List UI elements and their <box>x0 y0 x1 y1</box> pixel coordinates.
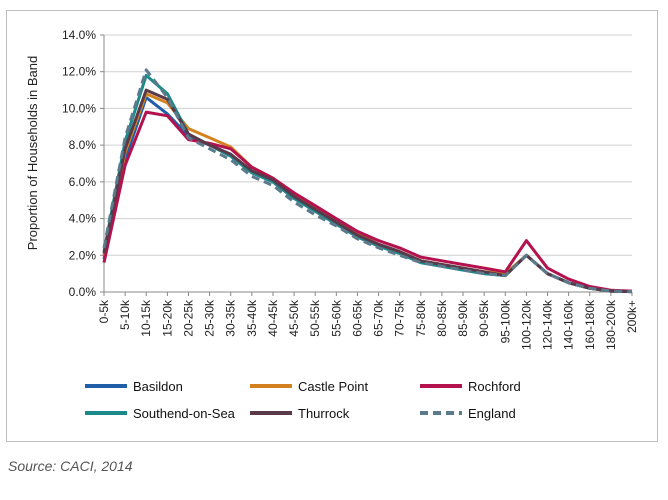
x-tick-label: 20-25k <box>181 299 195 337</box>
y-axis-title: Proportion of Households in Band <box>25 56 40 250</box>
legend-label-thurrock: Thurrock <box>298 406 350 421</box>
gridlines <box>104 34 632 293</box>
x-tick-label: 160-180k <box>583 299 597 350</box>
y-tick-label: 2.0% <box>69 248 97 262</box>
series-line-england <box>102 68 633 294</box>
line-chart: 0.0% 2.0% 4.0% 6.0% 8.0% 10.0% 12.0% 14.0% 0-5k 5… <box>25 28 639 421</box>
x-tick-label: 85-90k <box>456 299 470 337</box>
x-tick-label: 120-140k <box>541 299 555 350</box>
legend-label-castle-point: Castle Point <box>298 379 368 394</box>
y-tick-label: 6.0% <box>69 175 97 189</box>
series-line-southend-on-sea <box>102 73 633 294</box>
y-tick-label: 10.0% <box>62 101 96 115</box>
legend: Basildon Castle Point Rochford Southend-on-… <box>85 379 521 421</box>
y-tick-label: 8.0% <box>69 138 97 152</box>
x-tick-label: 80-85k <box>435 299 449 337</box>
x-tick-label: 95-100k <box>498 299 512 343</box>
x-tick-label: 25-30k <box>203 299 217 337</box>
x-tick-label: 45-50k <box>287 299 301 337</box>
y-tick-label: 12.0% <box>62 65 96 79</box>
x-tick-label: 15-20k <box>160 299 174 337</box>
x-tick-label: 90-95k <box>477 299 491 337</box>
source-note: Source: CACI, 2014 <box>8 458 133 474</box>
legend-label-england: England <box>468 406 516 421</box>
y-tick-label: 0.0% <box>69 285 97 299</box>
x-tick-label: 200k+ <box>625 300 639 333</box>
legend-label-basildon: Basildon <box>133 379 183 394</box>
x-tick-label: 35-40k <box>245 299 259 337</box>
series-lines <box>102 68 633 294</box>
y-tick-label: 4.0% <box>69 212 97 226</box>
x-tick-label: 30-35k <box>224 299 238 337</box>
x-tick-label: 55-60k <box>329 299 343 337</box>
x-tick-label: 10-15k <box>139 299 153 337</box>
x-tick-label: 70-75k <box>393 299 407 337</box>
x-tick-label: 5-10k <box>118 299 132 330</box>
axes: 0.0% 2.0% 4.0% 6.0% 8.0% 10.0% 12.0% 14.0% 0-5k 5… <box>62 28 639 350</box>
y-tick-label: 14.0% <box>62 28 96 42</box>
x-tick-label: 75-80k <box>414 299 428 337</box>
x-tick-label: 40-45k <box>266 299 280 337</box>
x-tick-label: 0-5k <box>97 299 111 323</box>
legend-label-southend-on-sea: Southend-on-Sea <box>133 406 236 421</box>
x-tick-label: 180-200k <box>604 299 618 350</box>
x-tick-label: 100-120k <box>519 299 533 350</box>
x-tick-label: 60-65k <box>350 299 364 337</box>
x-tick-label: 65-70k <box>372 299 386 337</box>
series-line-rochford <box>102 110 633 293</box>
x-tick-label: 140-160k <box>562 299 576 350</box>
legend-label-rochford: Rochford <box>468 379 521 394</box>
chart-frame: 0.0% 2.0% 4.0% 6.0% 8.0% 10.0% 12.0% 14.0% 0-5k 5… <box>6 10 658 442</box>
x-tick-label: 50-55k <box>308 299 322 337</box>
